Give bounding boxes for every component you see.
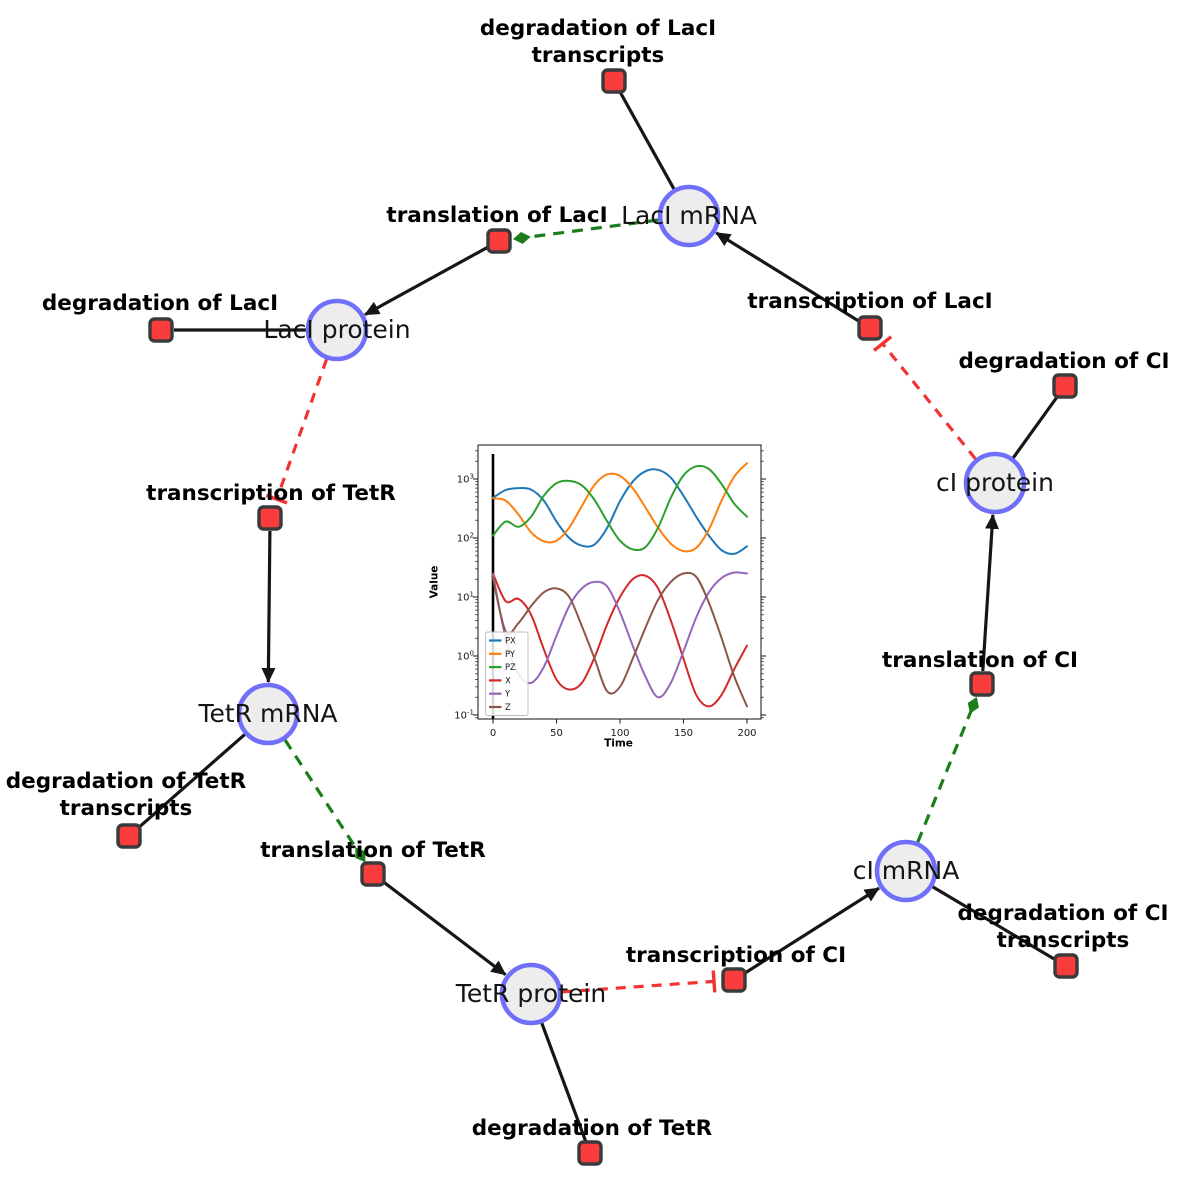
reaction-label-deg_tetr_transcripts: degradation of TetR transcripts [6, 769, 247, 821]
edge-layer [137, 91, 1059, 1142]
edge-production-translation_tetr-to-tetr_protein [382, 880, 507, 976]
x-tick-label: 0 [490, 728, 496, 739]
edge-consumption-tetr_mrna-to-deg_tetr_transcripts [137, 732, 247, 829]
reaction-label-translation_laci: translation of LacI [386, 203, 607, 228]
y-tick-label: 100 [457, 649, 474, 662]
reaction-label-translation_tetr: translation of TetR [260, 838, 486, 863]
y-tick-label: 102 [457, 531, 474, 544]
reaction-node-deg_laci [148, 317, 174, 343]
edge-modifier-laci_mrna-to-translation_laci [512, 218, 659, 244]
edge-production-transcription_laci-to-laci_mrna [715, 231, 860, 323]
y-axis-title: Value [429, 566, 441, 599]
species-label-tetr_protein: TetR protein [455, 979, 606, 1008]
species-label-tetr_mrna: TetR mRNA [197, 699, 337, 728]
reaction-node-deg_tetr_transcripts [116, 823, 142, 849]
x-tick-label: 200 [737, 728, 756, 739]
edge-production-transcription_ci-to-ci_mrna [744, 886, 880, 975]
legend-label-PY: PY [505, 649, 516, 659]
chart-legend: PX PY PZ XYZ [485, 631, 529, 716]
edge-consumption-ci_mrna-to-deg_ci_transcripts [930, 884, 1056, 961]
reaction-node-deg_ci_transcripts [1053, 953, 1079, 979]
reaction-node-translation_laci [486, 228, 512, 254]
x-axis-ticks: 0 50 100 150 200 [490, 719, 757, 739]
species-node-ci_protein [963, 451, 1027, 515]
timecourse-inset-chart: 0 50 100 150 20010-1100101102103TimeValuePXP… [429, 444, 766, 750]
reaction-label-transcription_laci: transcription of LacI [747, 289, 992, 314]
reaction-label-deg_laci_transcripts: degradation of LacI transcripts [480, 16, 716, 68]
reaction-node-translation_tetr [360, 861, 386, 887]
legend-label-X: X [505, 675, 511, 685]
reaction-label-transcription_tetr: transcription of TetR [146, 481, 396, 506]
series-curve-PZ [492, 464, 748, 552]
series-curve-Z [492, 571, 748, 708]
x-tick-label: 150 [674, 728, 693, 739]
reaction-node-transcription_tetr [257, 505, 283, 531]
reaction-label-deg_ci: degradation of CI [959, 349, 1170, 374]
y-tick-label: 101 [457, 590, 474, 603]
x-tick-label: 50 [550, 728, 563, 739]
edge-consumption-ci_protein-to-deg_ci [1011, 395, 1059, 460]
legend-label-Z: Z [505, 702, 511, 712]
series-curve-X [492, 572, 748, 708]
edge-inhibition-laci_protein-to-transcription_tetr [265, 358, 329, 505]
x-axis-title: Time [604, 738, 633, 750]
species-label-ci_protein: cI protein [936, 468, 1054, 497]
reaction-node-deg_laci_transcripts [601, 68, 627, 94]
reaction-node-layer [116, 68, 1079, 1166]
reaction-node-deg_ci [1052, 373, 1078, 399]
species-node-ci_mrna [874, 839, 938, 903]
x-tick-label: 100 [610, 728, 629, 739]
species-label-laci_mrna: LacI mRNA [621, 201, 757, 230]
curve-layer [492, 462, 748, 708]
label-layer: degradation of LacI transcripts translatio… [6, 16, 1170, 1141]
series-curve-Y [492, 571, 748, 699]
species-label-ci_mrna: cI mRNA [853, 856, 960, 885]
legend-label-PX: PX [505, 636, 516, 646]
series-curve-PX [492, 468, 748, 555]
legend-label-PZ: PZ [505, 662, 516, 672]
edge-consumption-laci_mrna-to-deg_laci_transcripts [618, 91, 676, 191]
y-tick-label: 103 [457, 472, 474, 485]
edge-inhibition-ci_protein-to-transcription_laci [872, 335, 977, 460]
species-node-laci_protein [305, 298, 369, 362]
edge-inhibition-tetr_protein-to-transcription_ci [561, 970, 717, 994]
legend-label-Y: Y [504, 689, 511, 699]
species-node-tetr_mrna [236, 682, 300, 746]
reaction-label-transcription_ci: transcription of CI [626, 943, 846, 968]
y-tick-label: 10-1 [454, 708, 474, 721]
edge-modifier-ci_mrna-to-translation_ci [916, 696, 979, 843]
y-axis-ticks: 10-1 100 101 102 103 [454, 450, 766, 722]
reaction-label-translation_ci: translation of CI [882, 648, 1078, 673]
reaction-label-deg_laci: degradation of LacI [42, 291, 278, 316]
species-node-layer [236, 184, 1027, 1026]
series-curve-PY [492, 462, 748, 553]
edge-production-translation_laci-to-laci_protein [364, 245, 489, 317]
reaction-label-deg_tetr: degradation of TetR [472, 1116, 713, 1141]
reaction-node-transcription_ci [721, 967, 747, 993]
edge-modifier-tetr_mrna-to-translation_tetr [283, 739, 366, 863]
edge-consumption-tetr_protein-to-deg_tetr [539, 1021, 587, 1142]
species-node-laci_mrna [657, 184, 721, 248]
species-label-laci_protein: LacI protein [263, 315, 410, 344]
edge-production-translation_ci-to-ci_protein [981, 513, 999, 672]
species-node-tetr_protein [499, 962, 563, 1026]
reaction-node-transcription_laci [857, 315, 883, 341]
reaction-node-translation_ci [969, 671, 995, 697]
edge-production-transcription_tetr-to-tetr_mrna [261, 530, 276, 683]
reaction-node-deg_tetr [577, 1140, 603, 1166]
reaction-label-deg_ci_transcripts: degradation of CI transcripts [958, 901, 1169, 953]
